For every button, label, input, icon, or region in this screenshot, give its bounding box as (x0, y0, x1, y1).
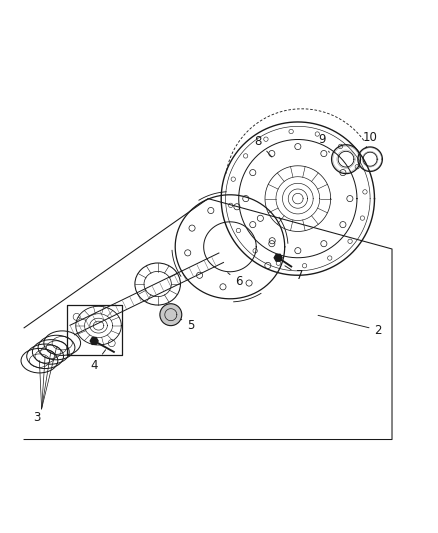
Text: 3: 3 (34, 411, 41, 424)
Circle shape (160, 304, 182, 326)
Text: 10: 10 (363, 131, 378, 148)
Text: 6: 6 (228, 273, 243, 288)
Text: 5: 5 (173, 314, 194, 332)
Polygon shape (274, 254, 282, 261)
Text: 2: 2 (318, 316, 382, 336)
Text: 4: 4 (90, 350, 106, 372)
Polygon shape (90, 337, 98, 344)
Text: 7: 7 (285, 266, 304, 282)
Text: 9: 9 (318, 133, 329, 152)
Text: 8: 8 (255, 135, 272, 157)
